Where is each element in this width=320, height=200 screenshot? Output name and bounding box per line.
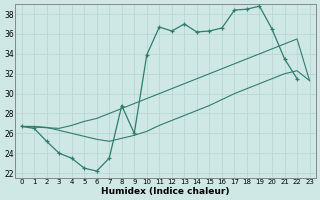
X-axis label: Humidex (Indice chaleur): Humidex (Indice chaleur) — [101, 187, 230, 196]
